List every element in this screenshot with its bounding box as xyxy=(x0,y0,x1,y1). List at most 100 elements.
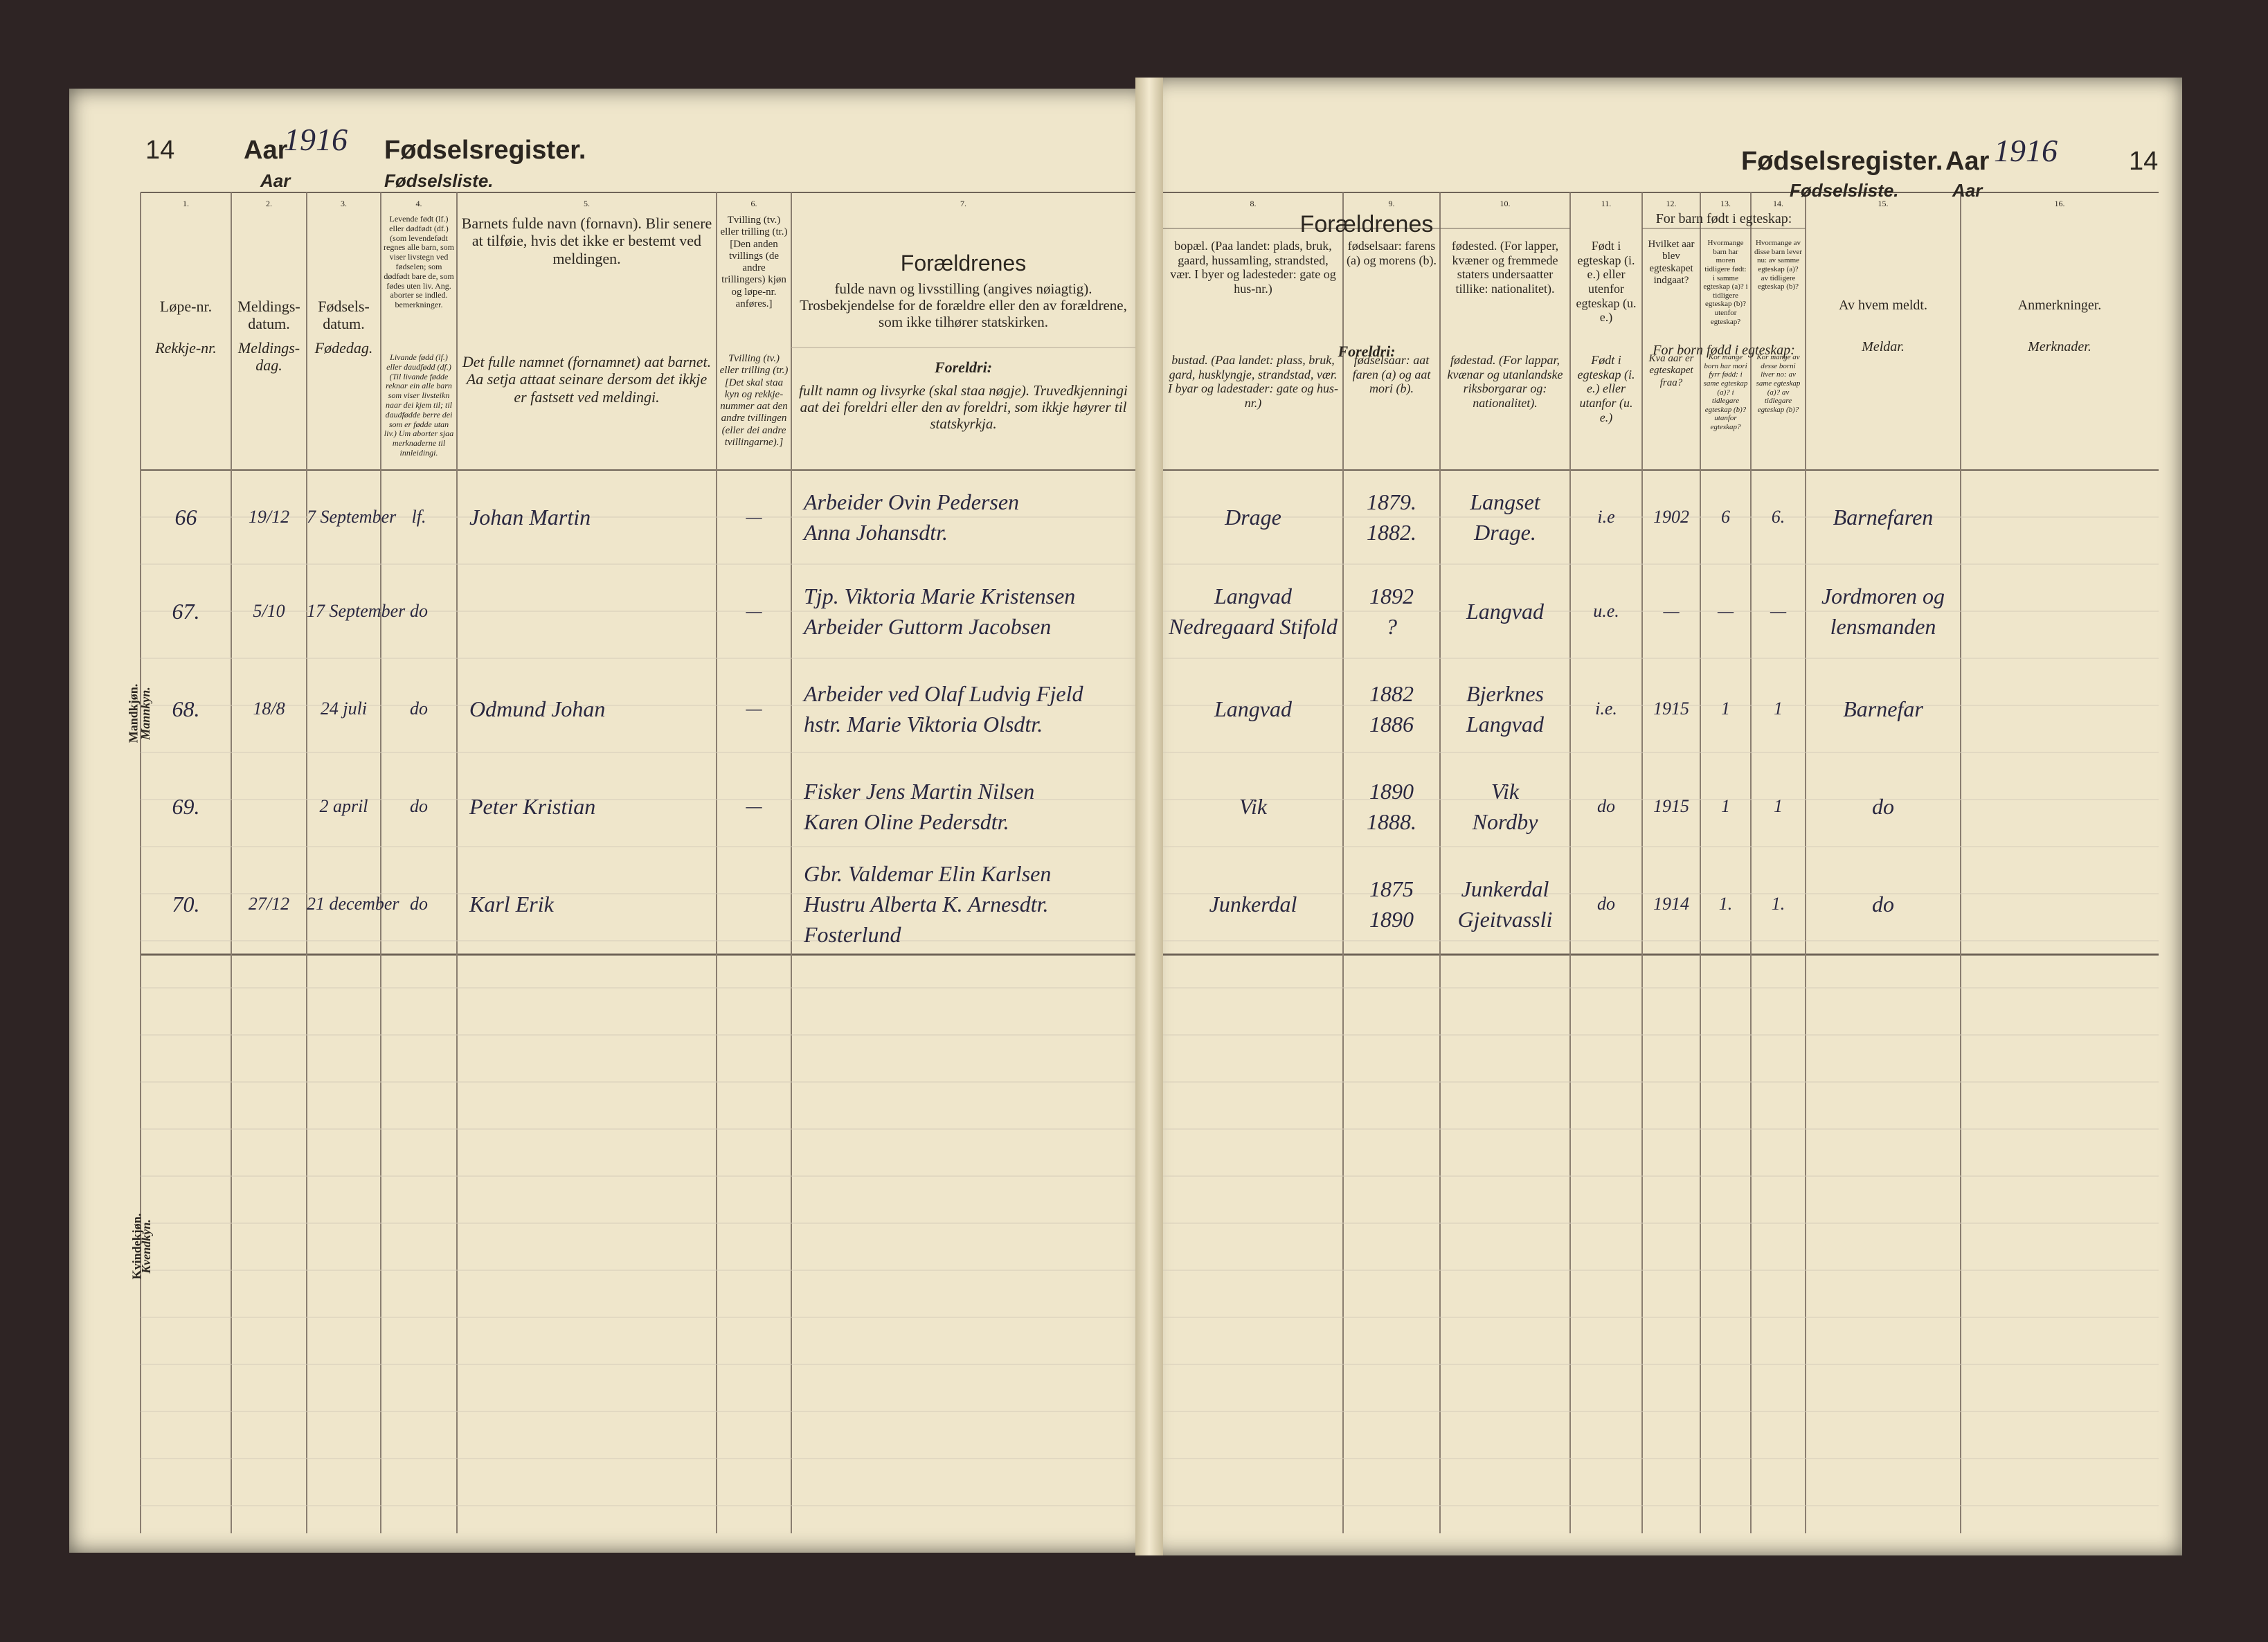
column-header: Anmerkninger. xyxy=(2017,298,2102,313)
entry-cell: 5/10 xyxy=(253,601,285,621)
column-number: 7. xyxy=(960,199,966,208)
column-header: Født i egteskap (i. e.) eller utenfor eg… xyxy=(1576,239,1637,325)
column-number: 9. xyxy=(1388,199,1395,208)
entry-cell: Langset xyxy=(1470,489,1540,514)
entry-cell: 7 September xyxy=(307,507,397,527)
entry-cell: 1882 xyxy=(1369,681,1414,706)
entry-cell: Fisker Jens Martin Nilsen xyxy=(804,779,1035,804)
entry-cell: 1 xyxy=(1774,796,1783,816)
entry-cell: — xyxy=(746,601,762,621)
entry-cell: Drage xyxy=(1225,505,1281,530)
column-header: Kor mange av desse borni liver no: av sa… xyxy=(1756,353,1801,414)
entry-cell: 18/8 xyxy=(253,698,285,719)
entry-cell: 19/12 xyxy=(248,507,290,527)
spine xyxy=(1135,78,1163,1555)
list-title: Fødselsliste. xyxy=(384,170,494,191)
column-header: fulde navn og livsstilling (angives nøia… xyxy=(800,280,1127,331)
year-label: Aar xyxy=(260,170,291,191)
page-number: 14 xyxy=(145,136,175,165)
entry-cell: do xyxy=(410,698,428,719)
entry-cell: 1890 xyxy=(1369,779,1414,804)
entry-cell: Peter Kristian xyxy=(469,794,596,819)
entry-cell: 2 april xyxy=(319,796,368,816)
column-heading: Forældrenes xyxy=(900,251,1027,276)
entry-cell: 70. xyxy=(172,892,200,917)
year-label: Aar xyxy=(1945,147,1990,176)
column-number: 6. xyxy=(750,199,757,208)
column-header: fødestad. (For lappar, kvænar og utanlan… xyxy=(1447,353,1563,410)
column-number: 8. xyxy=(1250,199,1257,208)
entry-cell: Nordby xyxy=(1472,809,1538,834)
entry-cell: Hustru Alberta K. Arnesdtr. xyxy=(804,892,1049,917)
column-number: 4. xyxy=(415,199,422,208)
column-number: 2. xyxy=(266,199,272,208)
entry-cell: — xyxy=(746,507,762,527)
entry-cell: i.e xyxy=(1597,507,1615,527)
register-title: Fødselsregister. xyxy=(384,136,586,165)
entry-cell: do xyxy=(1872,892,1894,917)
entry-cell: do xyxy=(1597,796,1615,816)
entry-cell: do xyxy=(410,601,428,621)
entry-cell: 1914 xyxy=(1653,894,1689,914)
column-heading: Foreldri: xyxy=(934,359,993,376)
column-number: 5. xyxy=(584,199,590,208)
entry-cell: Vik xyxy=(1491,779,1520,804)
entry-cell: Langvad xyxy=(1466,712,1544,737)
column-number: 12. xyxy=(1666,199,1677,208)
entry-cell: do xyxy=(410,796,428,816)
entry-cell: 27/12 xyxy=(248,894,290,914)
column-header: fullt namn og livsyrke (skal staa nøgje)… xyxy=(799,382,1128,433)
entry-cell: i.e. xyxy=(1595,698,1617,719)
entry-cell: Junkerdal xyxy=(1461,876,1549,901)
entry-cell: Gjeitvassli xyxy=(1457,907,1553,932)
column-header: Meldings-datum. xyxy=(237,298,300,333)
column-header: Meldar. xyxy=(1862,339,1905,354)
entry-cell: — xyxy=(1770,601,1787,621)
column-header: Fødsels-datum. xyxy=(318,298,370,333)
entry-cell: 1. xyxy=(1718,894,1733,914)
entry-cell: Langvad xyxy=(1466,599,1544,624)
entry-cell: 17 September xyxy=(307,601,406,621)
column-header: bustad. (Paa landet: plass, bruk, gard, … xyxy=(1168,353,1338,410)
entry-cell: Johan Martin xyxy=(469,505,591,530)
entry-cell: Karl Erik xyxy=(469,892,554,917)
column-header: Det fulle namnet (fornamnet) aat barnet.… xyxy=(462,353,712,406)
entry-cell: Odmund Johan xyxy=(469,696,606,721)
entry-cell: 24 juli xyxy=(320,698,368,719)
entry-cell: — xyxy=(746,796,762,816)
column-number: 3. xyxy=(341,199,347,208)
entry-cell: Tjp. Viktoria Marie Kristensen xyxy=(804,584,1076,608)
entry-cell: 6. xyxy=(1771,507,1785,527)
entry-cell: Barnefar xyxy=(1843,696,1923,721)
column-header: Merknader. xyxy=(2028,339,2091,354)
column-header: Levende født (lf.) eller dødfødt (df.) (… xyxy=(384,214,454,310)
column-number: 13. xyxy=(1720,199,1731,208)
entry-cell: 67. xyxy=(172,599,200,624)
entry-cell: 1892 xyxy=(1369,584,1414,608)
entry-cell: Anna Johansdtr. xyxy=(804,520,948,545)
column-header: Meldings-dag. xyxy=(237,339,300,375)
group-header: Foreldri: xyxy=(1338,343,1396,360)
column-number: 11. xyxy=(1601,199,1612,208)
year: 1916 xyxy=(284,122,348,157)
year: 1916 xyxy=(1994,133,2058,168)
left-page xyxy=(69,89,1149,1553)
entry-cell: lf. xyxy=(411,507,426,527)
entry-cell: 1. xyxy=(1771,894,1785,914)
entry-cell: 1888. xyxy=(1367,809,1416,834)
group-header: For barn født i egteskap: xyxy=(1655,211,1792,226)
entry-cell: Arbeider Ovin Pedersen xyxy=(804,489,1020,514)
year-label: Aar xyxy=(244,136,288,165)
entry-cell: 1 xyxy=(1721,796,1730,816)
register-title: Fødselsregister. xyxy=(1741,147,1943,176)
column-header: Fødedag. xyxy=(314,339,373,357)
year-label: Aar xyxy=(1952,180,1983,201)
column-header: Livande fødd (lf.) eller daudfødd (df.) … xyxy=(384,352,454,458)
entry-cell: Gbr. Valdemar Elin Karlsen xyxy=(804,861,1052,886)
column-header: fødselsaar: aat faren (a) og aat mori (b… xyxy=(1352,353,1431,396)
group-header: For born fødd i egteskap: xyxy=(1653,343,1795,358)
column-header: Barnets fulde navn (fornavn). Blir sener… xyxy=(461,215,712,267)
